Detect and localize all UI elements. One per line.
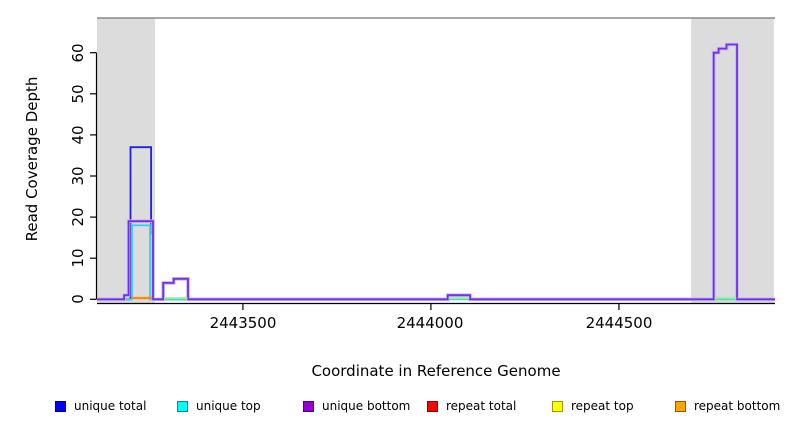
legend-label: repeat top	[571, 399, 634, 413]
y-tick-label: 30	[69, 166, 87, 186]
y-axis-title: Read Coverage Depth	[23, 76, 41, 242]
legend-label: repeat total	[446, 399, 517, 413]
legend-item-unique-bottom: unique bottom	[303, 399, 410, 413]
legend-item-repeat-bottom: repeat bottom	[675, 399, 780, 413]
y-tick-label: 60	[69, 43, 87, 63]
legend-swatch-unique-top	[177, 400, 188, 412]
legend-swatch-repeat-total	[427, 400, 438, 412]
y-tick-label: 20	[69, 207, 87, 227]
y-tick-label: 50	[69, 84, 87, 104]
y-tick-label: 40	[69, 125, 87, 145]
y-tick-label: 0	[69, 294, 87, 304]
x-axis-title: Coordinate in Reference Genome	[311, 362, 561, 380]
legend-item-unique-total: unique total	[55, 399, 146, 413]
x-tick-label: 2444000	[396, 314, 464, 332]
legend-label: unique top	[196, 399, 261, 413]
x-tick-label: 2443500	[209, 314, 277, 332]
y-tick-label: 10	[69, 248, 87, 268]
legend-swatch-repeat-bottom	[675, 400, 686, 412]
legend-item-repeat-total: repeat total	[427, 399, 516, 413]
x-tick-label: 2444500	[585, 314, 653, 332]
legend-swatch-unique-total	[55, 400, 66, 412]
legend-swatch-unique-bottom	[303, 400, 314, 412]
legend-label: repeat bottom	[694, 399, 781, 413]
legend-label: unique total	[74, 399, 147, 413]
legend-item-repeat-top: repeat top	[552, 399, 634, 413]
legend-swatch-repeat-top	[552, 400, 563, 412]
legend-item-unique-top: unique top	[177, 399, 261, 413]
legend-label: unique bottom	[322, 399, 411, 413]
